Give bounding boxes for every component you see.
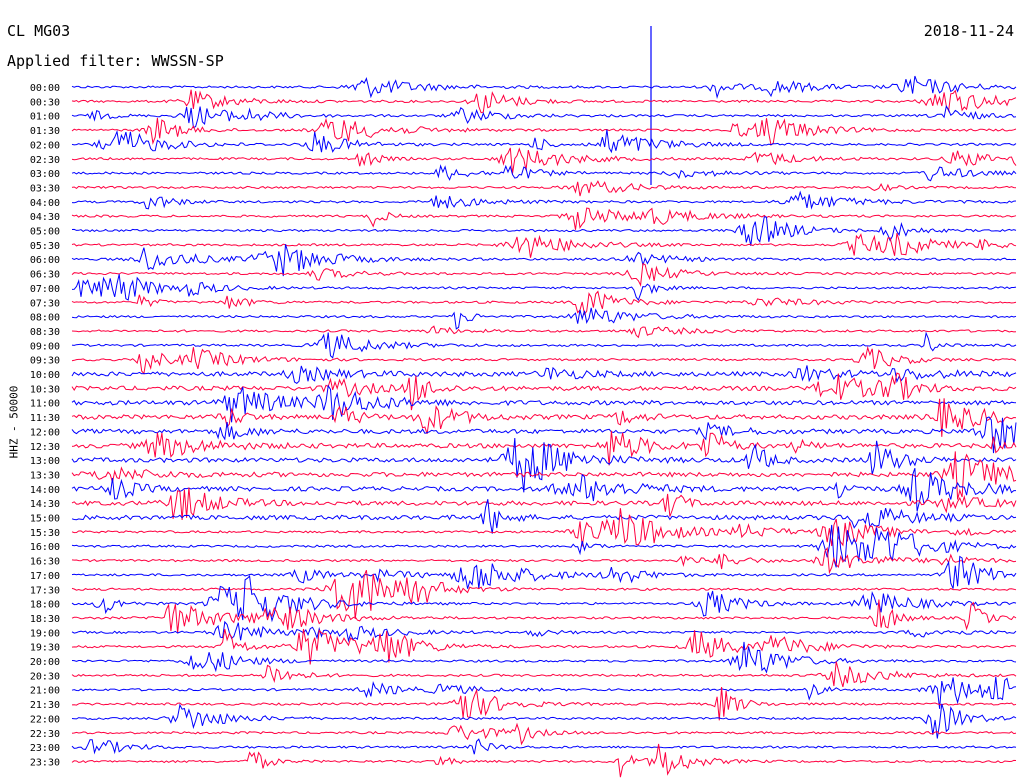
time-tick-label: 10:30: [30, 384, 60, 395]
trace-line: [71, 620, 1017, 643]
trace-line: [71, 262, 1017, 287]
time-tick-label: 18:30: [30, 614, 60, 625]
time-tick-label: 06:00: [30, 255, 60, 266]
time-tick-label: 22:30: [30, 729, 60, 740]
trace-line: [71, 570, 1017, 620]
time-tick-label: 00:30: [30, 97, 60, 108]
time-tick-label: 05:30: [30, 241, 60, 252]
trace-line: [71, 129, 1017, 154]
time-tick-label: 07:30: [30, 298, 60, 309]
time-tick-label: 18:00: [30, 600, 60, 611]
trace-line: [71, 190, 1017, 210]
time-tick-label: 03:00: [30, 169, 60, 180]
trace-line: [71, 233, 1017, 258]
trace-line: [71, 487, 1017, 520]
time-tick-label: 13:30: [30, 470, 60, 481]
time-tick-label: 01:30: [30, 126, 60, 137]
trace-line: [71, 180, 1017, 197]
time-tick-label: 03:30: [30, 183, 60, 194]
time-tick-label: 20:00: [30, 657, 60, 668]
trace-line: [71, 451, 1017, 500]
time-tick-label: 14:00: [30, 485, 60, 496]
time-tick-label: 11:30: [30, 413, 60, 424]
time-tick-label: 01:00: [30, 112, 60, 123]
time-tick-label: 22:00: [30, 714, 60, 725]
trace-line: [71, 290, 1017, 316]
trace-line: [71, 307, 1017, 330]
trace-line: [71, 686, 1017, 721]
time-tick-label: 20:30: [30, 671, 60, 682]
trace-line: [71, 738, 1017, 755]
trace-line: [71, 524, 1017, 568]
trace-line: [71, 325, 1017, 339]
trace-line: [71, 331, 1017, 359]
trace-line: [71, 499, 1017, 534]
trace-line: [71, 555, 1017, 589]
trace-line: [71, 575, 1017, 623]
time-tick-label: 17:30: [30, 585, 60, 596]
trace-line: [71, 437, 1017, 493]
trace-line: [71, 661, 1017, 688]
trace-line: [71, 147, 1017, 174]
trace-line: [71, 384, 1017, 423]
trace-line: [71, 468, 1016, 512]
time-tick-label: 16:30: [30, 557, 60, 568]
time-tick-label: 09:00: [30, 341, 60, 352]
time-tick-label: 15:30: [30, 528, 60, 539]
trace-line: [71, 641, 1017, 674]
time-tick-label: 11:00: [30, 399, 60, 410]
time-tick-label: 08:30: [30, 327, 60, 338]
filter-label: Applied filter: WWSSN-SP: [7, 52, 224, 70]
time-tick-label: 16:00: [30, 542, 60, 553]
trace-line: [71, 628, 1017, 665]
time-tick-label: 06:30: [30, 270, 60, 281]
time-tick-label: 02:00: [30, 140, 60, 151]
time-tick-label: 17:00: [30, 571, 60, 582]
trace-line: [71, 372, 1017, 411]
trace-line: [71, 546, 1017, 575]
time-tick-label: 23:00: [30, 743, 60, 754]
time-tick-label: 23:30: [30, 757, 60, 768]
time-tick-label: 05:00: [30, 227, 60, 238]
time-tick-label: 07:00: [30, 284, 60, 295]
trace-line: [71, 508, 1017, 547]
trace-line: [71, 365, 1017, 385]
date-label: 2018-11-24: [923, 22, 1014, 40]
time-tick-label: 02:30: [30, 155, 60, 166]
trace-line: [71, 117, 1017, 146]
trace-line: [71, 345, 1017, 375]
trace-line: [71, 207, 1017, 230]
time-tick-label: 13:00: [30, 456, 60, 467]
time-tick-label: 04:30: [30, 212, 60, 223]
time-tick-label: 08:00: [30, 313, 60, 324]
trace-line: [71, 676, 1017, 709]
time-tick-label: 00:00: [30, 83, 60, 94]
time-tick-label: 19:00: [30, 628, 60, 639]
time-tick-label: 14:30: [30, 499, 60, 510]
trace-line: [71, 89, 1017, 114]
time-tick-label: 21:00: [30, 686, 60, 697]
trace-line: [71, 75, 1017, 100]
time-tick-label: 15:00: [30, 514, 60, 525]
trace-line: [71, 599, 1017, 633]
trace-line: [71, 703, 1017, 739]
time-tick-label: 09:30: [30, 356, 60, 367]
time-tick-label: 12:30: [30, 442, 60, 453]
trace-line: [71, 274, 1017, 302]
time-tick-label: 19:30: [30, 643, 60, 654]
trace-line: [71, 164, 1017, 182]
trace-line: [71, 216, 1017, 246]
time-tick-label: 12:00: [30, 427, 60, 438]
station-label: CL MG03: [7, 22, 71, 40]
trace-line: [71, 722, 1017, 746]
time-tick-label: 21:30: [30, 700, 60, 711]
trace-line: [71, 743, 1017, 778]
trace-line: [71, 416, 1017, 454]
time-tick-label: 04:00: [30, 198, 60, 209]
trace-line: [71, 398, 1017, 437]
time-tick-label: 10:00: [30, 370, 60, 381]
trace-line: [71, 104, 1017, 129]
trace-line: [71, 244, 1017, 277]
